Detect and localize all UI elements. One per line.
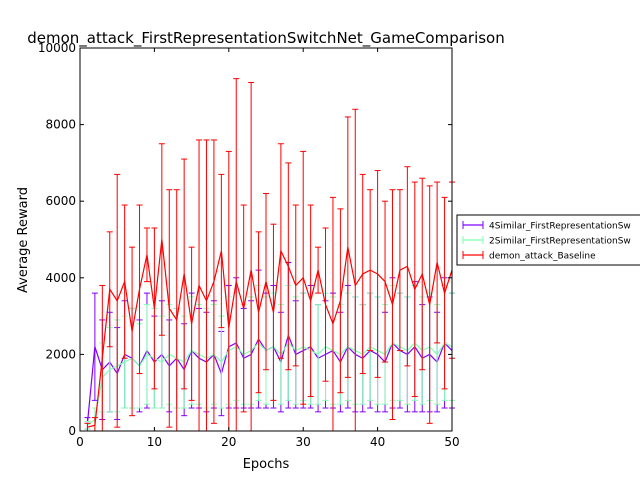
legend: 4Similar_FirstRepresentationSw 2Similar_F… bbox=[456, 214, 640, 266]
legend-label: 2Similar_FirstRepresentationSw bbox=[489, 237, 631, 247]
x-tick-label: 40 bbox=[370, 435, 385, 449]
legend-box bbox=[456, 214, 640, 266]
axes-frame bbox=[79, 47, 453, 432]
x-tick-label: 50 bbox=[444, 435, 459, 449]
x-tick-label: 10 bbox=[147, 435, 162, 449]
chart-title: demon_attack_FirstRepresentationSwitchNe… bbox=[27, 29, 505, 48]
y-tick-label: 10000 bbox=[38, 41, 76, 55]
x-tick-label: 30 bbox=[296, 435, 311, 449]
legend-entry: demon_attack_Baseline bbox=[462, 251, 596, 262]
y-tick-label: 8000 bbox=[45, 118, 76, 132]
series-line bbox=[87, 239, 453, 428]
x-tick-label: 20 bbox=[221, 435, 236, 449]
y-tick-label: 4000 bbox=[45, 271, 76, 285]
series-2 bbox=[84, 78, 455, 432]
y-tick-label: 6000 bbox=[45, 194, 76, 208]
series-line bbox=[87, 341, 453, 426]
x-axis-label: Epochs bbox=[243, 457, 290, 472]
y-axis-label: Average Reward bbox=[16, 187, 31, 293]
legend-label: demon_attack_Baseline bbox=[489, 252, 596, 262]
plot-area: 0 10 20 30 40 50 0 2000 4000 6000 8000 10000 bbox=[38, 41, 460, 449]
legend-label: 4Similar_FirstRepresentationSw bbox=[489, 222, 631, 232]
x-tick-label: 0 bbox=[76, 435, 84, 449]
legend-entry: 2Similar_FirstRepresentationSw bbox=[462, 236, 631, 247]
y-tick-label: 0 bbox=[68, 424, 76, 438]
y-tick-label: 2000 bbox=[45, 347, 76, 361]
legend-entry: 4Similar_FirstRepresentationSw bbox=[462, 221, 631, 232]
